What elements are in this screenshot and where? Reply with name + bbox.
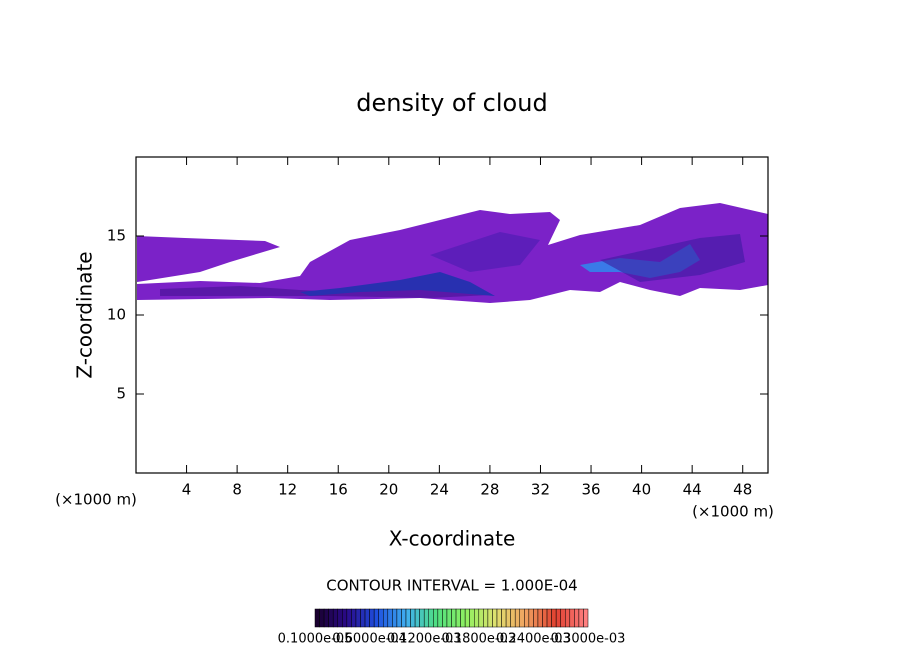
x-tick-label: 12 xyxy=(278,481,297,499)
x-tick-label: 28 xyxy=(480,481,499,499)
plot-frame xyxy=(135,156,769,474)
chart-title: density of cloud xyxy=(356,89,547,117)
colorbar-cell xyxy=(578,608,584,628)
y-tick-label: 5 xyxy=(116,385,126,403)
contour-note: CONTOUR INTERVAL = 1.000E-04 xyxy=(326,577,577,595)
colorbar-cell xyxy=(514,608,521,628)
cloud-field xyxy=(137,203,768,303)
colorbar-label: 0.1000e-05 xyxy=(278,632,353,647)
colorbar-cell xyxy=(496,608,502,628)
cloud-region xyxy=(137,236,280,282)
colorbar-label: 0.6000e-04 xyxy=(332,632,407,647)
colorbar-cell xyxy=(332,608,339,628)
colorbar-cell xyxy=(583,608,589,628)
colorbar-cell xyxy=(401,608,407,628)
colorbar-cell xyxy=(565,608,571,628)
colorbar-cell xyxy=(369,608,375,628)
colorbar-cell xyxy=(355,608,361,628)
colorbar-cell xyxy=(351,608,357,628)
x-tick-label: 24 xyxy=(430,481,449,499)
y-tick-label: 15 xyxy=(107,227,126,245)
x-axis-label: X-coordinate xyxy=(389,527,516,551)
colorbar-cell xyxy=(533,608,539,628)
colorbar-cell xyxy=(328,608,334,628)
colorbar: 0.1000e-050.6000e-040.1200e-030.1800e-03… xyxy=(278,608,626,647)
colorbar-cell xyxy=(524,608,530,628)
colorbar-cell xyxy=(314,608,320,628)
colorbar-cell xyxy=(364,608,370,628)
x-unit-left: (×1000 m) xyxy=(55,491,137,509)
x-tick-label: 8 xyxy=(232,481,242,499)
colorbar-label: 0.2400e-03 xyxy=(496,632,571,647)
colorbar-cell xyxy=(342,608,348,628)
x-tick-label: 44 xyxy=(683,481,702,499)
colorbar-cell xyxy=(383,608,389,628)
colorbar-cell xyxy=(483,608,489,628)
x-tick-label: 36 xyxy=(581,481,600,499)
colorbar-cell xyxy=(428,608,434,628)
x-tick-label: 4 xyxy=(182,481,192,499)
colorbar-cell xyxy=(537,608,543,628)
colorbar-cell xyxy=(487,608,493,628)
colorbar-cell xyxy=(442,608,448,628)
colorbar-cell xyxy=(542,608,548,628)
colorbar-cell xyxy=(423,608,430,628)
colorbar-cell xyxy=(569,608,575,628)
colorbar-cell xyxy=(501,608,507,628)
colorbar-cell xyxy=(528,608,534,628)
x-unit-right: (×1000 m) xyxy=(692,503,774,521)
cloud-core xyxy=(300,272,495,296)
colorbar-cell xyxy=(446,608,452,628)
y-tick-label: 10 xyxy=(107,306,126,324)
colorbar-cell xyxy=(405,608,411,628)
colorbar-cell xyxy=(433,608,439,628)
colorbar-cell xyxy=(560,608,566,628)
colorbar-cell xyxy=(337,608,343,628)
colorbar-cell xyxy=(392,608,398,628)
colorbar-cell xyxy=(378,608,384,628)
colorbar-cell xyxy=(574,608,580,628)
colorbar-cell xyxy=(373,608,379,628)
colorbar-cell xyxy=(505,608,511,628)
colorbar-label: 0.1800e-03 xyxy=(441,632,516,647)
x-tick-label: 48 xyxy=(733,481,752,499)
colorbar-cell xyxy=(410,608,416,628)
colorbar-cell xyxy=(451,608,457,628)
colorbar-cell xyxy=(555,608,561,628)
colorbar-cell xyxy=(319,608,325,628)
colorbar-cell xyxy=(455,608,461,628)
colorbar-label: 0.1200e-03 xyxy=(387,632,462,647)
cloud-core xyxy=(600,234,745,282)
x-tick-label: 40 xyxy=(632,481,651,499)
colorbar-cell xyxy=(510,608,516,628)
colorbar-cell xyxy=(492,608,498,628)
colorbar-cell xyxy=(414,608,420,628)
colorbar-cell xyxy=(346,608,352,628)
colorbar-cell xyxy=(469,608,475,628)
colorbar-cell xyxy=(437,608,443,628)
colorbar-cell xyxy=(419,608,425,628)
x-tick-label: 20 xyxy=(379,481,398,499)
colorbar-cell xyxy=(323,608,329,628)
colorbar-cell xyxy=(551,608,557,628)
colorbar-cell xyxy=(474,608,480,628)
colorbar-cell xyxy=(387,608,393,628)
colorbar-cell xyxy=(396,608,402,628)
colorbar-label: 0.3000e-03 xyxy=(551,632,626,647)
y-axis-label: Z-coordinate xyxy=(73,251,97,378)
colorbar-cell xyxy=(464,608,470,628)
colorbar-cell xyxy=(546,608,552,628)
colorbar-cell xyxy=(460,608,466,628)
x-tick-label: 32 xyxy=(531,481,550,499)
x-tick-label: 16 xyxy=(329,481,348,499)
colorbar-cell xyxy=(360,608,366,628)
cloud-core xyxy=(430,232,540,272)
colorbar-cell xyxy=(519,608,525,628)
colorbar-cell xyxy=(478,608,484,628)
